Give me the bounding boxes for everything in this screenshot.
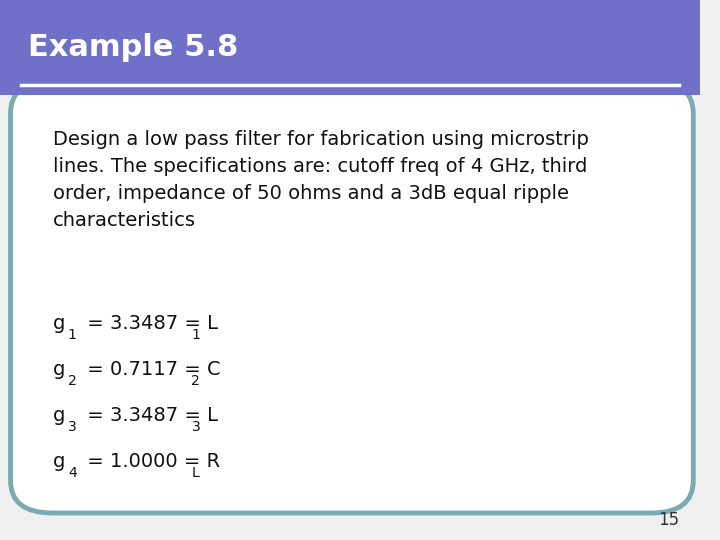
FancyBboxPatch shape — [11, 81, 693, 513]
Text: g: g — [53, 406, 65, 425]
Text: 15: 15 — [658, 511, 679, 529]
Text: g: g — [53, 360, 65, 379]
Text: = 3.3487 = L: = 3.3487 = L — [81, 314, 217, 333]
Text: g: g — [53, 314, 65, 333]
FancyBboxPatch shape — [0, 0, 701, 94]
Text: 1: 1 — [68, 328, 77, 342]
Text: 2: 2 — [68, 374, 77, 388]
Text: = 0.7117 = C: = 0.7117 = C — [81, 360, 220, 379]
Text: = 3.3487 = L: = 3.3487 = L — [81, 406, 217, 425]
Text: 1: 1 — [192, 328, 200, 342]
Text: Design a low pass filter for fabrication using microstrip
lines. The specificati: Design a low pass filter for fabrication… — [53, 130, 588, 231]
Text: 3: 3 — [192, 420, 200, 434]
Text: = 1.0000 = R: = 1.0000 = R — [81, 452, 220, 471]
Text: L: L — [192, 466, 199, 480]
Text: g: g — [53, 452, 65, 471]
Text: Example 5.8: Example 5.8 — [28, 33, 238, 62]
Text: 2: 2 — [192, 374, 200, 388]
Text: 3: 3 — [68, 420, 77, 434]
Text: 4: 4 — [68, 466, 77, 480]
